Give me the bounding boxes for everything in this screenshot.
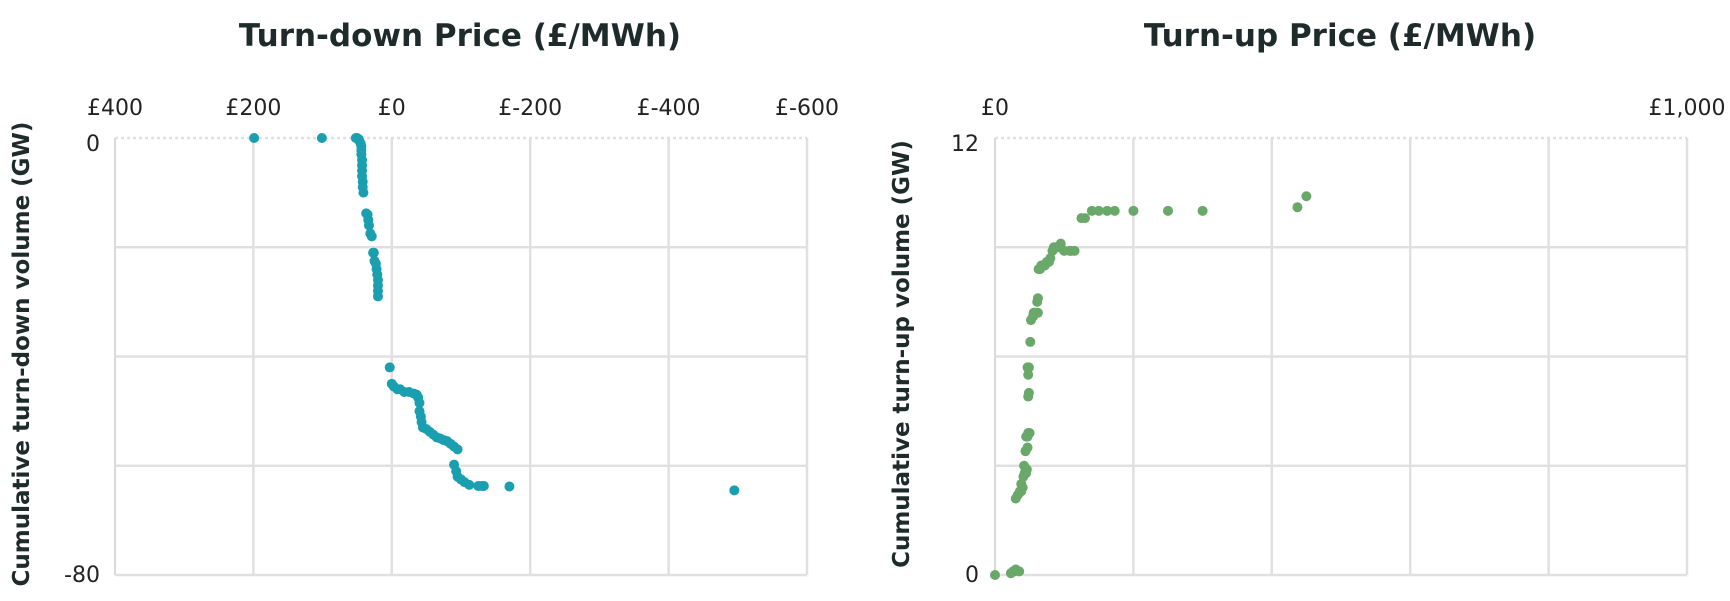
- turn-up-data-point: [1301, 191, 1312, 202]
- turn-up-data-point: [990, 570, 1000, 580]
- turn-down-x-tick-label: £200: [225, 96, 281, 121]
- turn-up-data-point: [1019, 460, 1030, 471]
- turn-up-y-tick-top: 12: [951, 132, 979, 157]
- turn-down-data-point: [452, 444, 463, 455]
- turn-up-data-point: [1093, 205, 1104, 216]
- turn-up-x-tick-label: £0: [981, 96, 1009, 121]
- turn-up-y-tick-bottom: 0: [965, 563, 979, 588]
- turn-up-data-point: [1022, 442, 1033, 453]
- turn-up-data-point: [1163, 205, 1173, 216]
- turn-down-data-point: [464, 479, 475, 490]
- turn-down-y-tick-bottom: -80: [64, 563, 100, 588]
- turn-down-grid: [114, 136, 809, 577]
- turn-up-title: Turn-up Price (£/MWh): [1144, 18, 1536, 54]
- turn-down-chart: Turn-down Price (£/MWh) £400 £200 £0 £-200 £…: [9, 18, 839, 588]
- turn-down-data-point: [249, 133, 260, 143]
- turn-up-data-point: [1023, 369, 1034, 380]
- turn-up-data-point: [1009, 566, 1020, 577]
- turn-up-data-point: [1023, 387, 1034, 398]
- turn-down-x-tick-label: £-600: [775, 96, 839, 121]
- turn-down-x-tick-label: £-200: [498, 96, 562, 121]
- turn-down-title: Turn-down Price (£/MWh): [239, 18, 681, 54]
- turn-up-data-point: [1069, 245, 1080, 256]
- turn-up-grid: [994, 136, 1689, 577]
- turn-down-points: [249, 133, 740, 496]
- turn-up-y-axis-label: Cumulative turn-up volume (GW): [889, 140, 915, 568]
- turn-down-x-tick-label: £-400: [637, 96, 701, 121]
- turn-up-data-point: [1025, 336, 1036, 347]
- turn-down-x-ticks: £400 £200 £0 £-200 £-400 £-600: [87, 96, 839, 121]
- turn-up-x-ticks: £0 £1,000: [981, 96, 1725, 121]
- turn-up-chart: Turn-up Price (£/MWh) £0 £1,000 12 0 Cumu…: [889, 18, 1725, 588]
- turn-down-data-point: [414, 397, 425, 408]
- turn-up-data-point: [1079, 213, 1090, 224]
- turn-down-x-tick-label: £400: [87, 96, 143, 121]
- turn-up-data-point: [1128, 205, 1139, 216]
- turn-up-x-tick-label: £1,000: [1649, 96, 1726, 121]
- turn-down-data-point: [366, 231, 377, 242]
- turn-down-y-axis-label: Cumulative turn-down volume (GW): [9, 122, 35, 587]
- turn-up-data-point: [1102, 205, 1113, 216]
- turn-down-data-point: [358, 187, 369, 198]
- turn-up-data-point: [1292, 202, 1303, 213]
- turn-up-data-point: [1024, 427, 1035, 438]
- turn-up-data-point: [1023, 362, 1034, 373]
- turn-up-data-point: [1086, 205, 1097, 216]
- turn-down-data-point: [384, 362, 395, 373]
- turn-up-data-point: [1032, 307, 1043, 318]
- turn-down-data-point: [316, 133, 327, 143]
- turn-down-data-point: [368, 247, 379, 258]
- turn-up-points: [990, 191, 1312, 580]
- turn-down-y-tick-top: 0: [86, 132, 100, 157]
- turn-down-x-tick-label: £0: [378, 96, 406, 121]
- turn-down-data-point: [363, 220, 374, 231]
- turn-up-data-point: [1109, 205, 1120, 216]
- turn-down-data-point: [372, 291, 383, 302]
- turn-down-data-point: [729, 485, 740, 496]
- turn-up-data-point: [1197, 205, 1208, 216]
- turn-up-data-point: [1032, 293, 1043, 304]
- turn-down-data-point: [504, 481, 515, 492]
- turn-down-data-point: [478, 480, 489, 491]
